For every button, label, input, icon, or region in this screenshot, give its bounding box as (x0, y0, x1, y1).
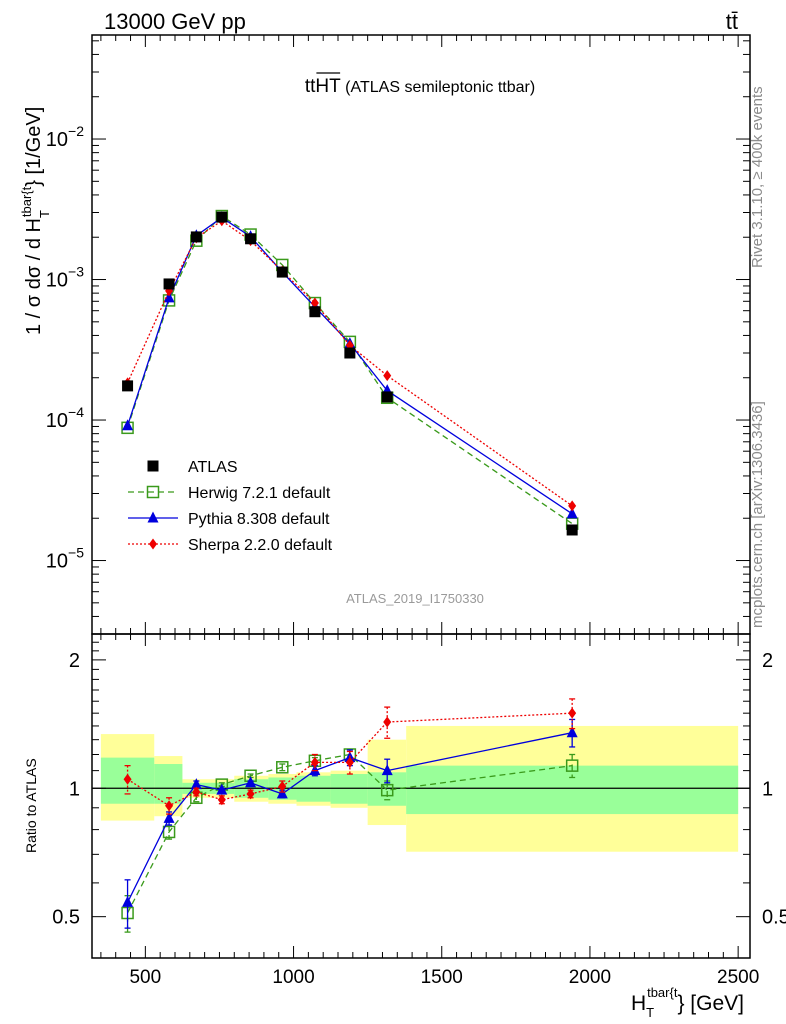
main-atlas-point (122, 380, 134, 392)
ratio-band-green (406, 765, 739, 815)
svg-text:HTtbar{t} [GeV]: HTtbar{t} [GeV] (631, 985, 744, 1020)
main-y-axis-label: 1 / σ dσ / d HTtbar{t} [1/GeV] (19, 107, 52, 335)
ratio-herwig-line (126, 753, 573, 914)
ratio-panel: 500 1000 1500 2000 2500 0.5 0.5 1 1 2 2 (52, 633, 786, 988)
ratio-sherpa-point (123, 773, 132, 785)
ratio-pythia-point (216, 783, 228, 795)
ratio-herwig-point (380, 783, 394, 797)
ratio-sherpa-point (217, 794, 226, 806)
main-y-tick-label: 10−5 (46, 545, 84, 573)
legend-atlas-marker (147, 460, 159, 472)
ratio-herwig-point (276, 761, 289, 774)
main-atlas-point (190, 231, 202, 243)
main-panel: 10−5 10−4 10−3 10−2 (46, 34, 751, 635)
ratio-y-tick-label: 0.5 (762, 907, 786, 929)
main-sherpa-line (126, 219, 573, 507)
main-pythia-line (126, 216, 573, 515)
ratio-sherpa-line (127, 712, 573, 807)
ratio-y-tick-label: 1 (762, 778, 773, 800)
legend-sherpa-label: Sherpa 2.2.0 default (188, 537, 333, 554)
svg-text:1 / σ dσ / d HTtbar{t} [1/GeV]: 1 / σ dσ / d HTtbar{t} [1/GeV] (19, 107, 52, 335)
legend-herwig-marker (146, 485, 160, 499)
ratio-sherpa-point (383, 716, 392, 728)
ratio-herwig-point (162, 825, 176, 839)
ratio-pythia-line (126, 732, 573, 903)
ratio-pythia-point (122, 895, 134, 907)
mcplots-source-label: mcplots.cern.ch [arXiv:1306.3436] (749, 401, 766, 628)
main-y-tick-label: 10−3 (46, 264, 84, 292)
main-pythia-point (122, 419, 134, 431)
rivet-version-label: Rivet 3.1.10, ≥ 400k events (749, 86, 766, 268)
main-sherpa-point (310, 297, 319, 309)
ratio-sherpa-point (278, 780, 287, 792)
ratio-x-tick-label: 500 (129, 967, 161, 988)
main-atlas-point (216, 211, 228, 223)
legend-atlas-label: ATLAS (188, 459, 238, 476)
ratio-y-tick-label: 1 (69, 778, 80, 800)
ratio-y-axis-label: Ratio to ATLAS (23, 758, 39, 853)
ratio-sherpa-point (192, 786, 201, 798)
ratio-sherpa-point (345, 756, 354, 768)
legend-herwig-label: Herwig 7.2.1 default (188, 485, 331, 502)
legend-pythia-marker (147, 511, 159, 523)
ratio-sherpa-point (310, 756, 319, 768)
ratio-herwig-point (565, 759, 579, 772)
legend-pythia-label: Pythia 8.308 default (188, 511, 330, 528)
ratio-pythia-point (566, 726, 578, 738)
ratio-pythia-point (190, 778, 202, 790)
main-atlas-point (276, 266, 288, 278)
ratio-x-tick-label: 2000 (569, 967, 611, 988)
process-label: tt̄ (726, 9, 738, 34)
main-sherpa-point (383, 370, 392, 382)
main-atlas-point (566, 524, 578, 536)
ratio-pythia-point (276, 787, 288, 799)
main-y-tick-label: 10−2 (46, 123, 84, 151)
main-atlas-point (381, 391, 393, 403)
ratio-x-tick-label: 1000 (272, 967, 314, 988)
main-atlas-point (309, 306, 321, 318)
ratio-pythia-point (309, 764, 321, 776)
analysis-watermark: ATLAS_2019_I1750330 (346, 591, 484, 606)
ratio-y-tick-label: 0.5 (52, 907, 80, 929)
main-herwig-line (126, 215, 573, 525)
ratio-x-axis-label: HTtbar{t} [GeV] (631, 985, 744, 1020)
legend: ATLAS Herwig 7.2.1 default Pythia 8.308 de… (128, 459, 333, 554)
ratio-pythia-point (245, 776, 257, 788)
main-title: ttHT (ATLAS semileptonic ttbar) (305, 72, 535, 97)
ratio-frame (91, 633, 751, 959)
ratio-sherpa-point (165, 800, 174, 812)
svg-text:ttHT (ATLAS semileptonic ttbar: ttHT (ATLAS semileptonic ttbar) (305, 76, 535, 97)
main-pythia-point (566, 507, 578, 519)
ratio-x-tick-label: 1500 (421, 967, 463, 988)
main-atlas-point (344, 347, 356, 359)
ratio-pythia-point (381, 764, 393, 776)
main-y-tick-label: 10−4 (46, 404, 84, 432)
energy-label: 13000 GeV pp (104, 9, 246, 34)
main-pythia-point (163, 291, 175, 303)
ratio-sherpa-point (246, 788, 255, 800)
main-atlas-point (245, 233, 257, 245)
ratio-sherpa-point (568, 707, 577, 719)
main-atlas-point (163, 278, 175, 290)
ratio-x-tick-label: 2500 (717, 967, 759, 988)
ratio-band-green (154, 764, 183, 804)
main-sherpa-point (568, 500, 577, 512)
legend-sherpa-marker (149, 538, 157, 550)
ratio-y-tick-label: 2 (69, 650, 80, 672)
ratio-pythia-point (163, 811, 175, 823)
ratio-y-tick-label: 2 (762, 650, 773, 672)
